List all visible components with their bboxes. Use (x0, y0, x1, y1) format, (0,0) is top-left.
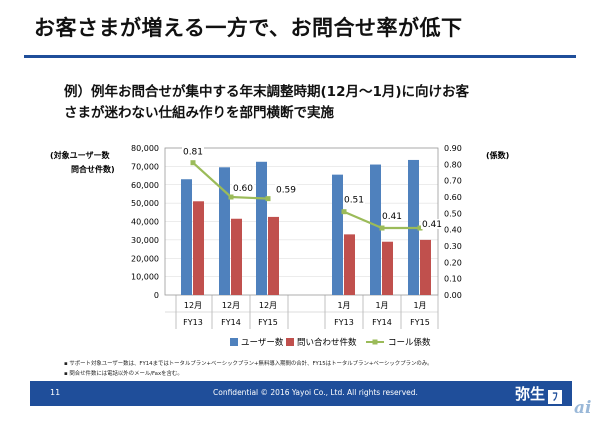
legend-swatch-inquiries (286, 338, 294, 346)
left-axis-tick-label: 40,000 (131, 218, 159, 227)
call-coefficient-marker (341, 209, 347, 215)
brand-name: 弥生 (514, 385, 545, 403)
category-fy-label: FY13 (183, 318, 203, 327)
title-underline (24, 55, 576, 58)
call-coefficient-marker (265, 196, 271, 202)
copyright-text: Confidential © 2016 Yayoi Co., Ltd. All … (213, 388, 418, 397)
data-label-bg (421, 219, 443, 230)
subtitle-line-2: さまが迷わない仕組み作りを部門横断で実施 (64, 105, 334, 121)
category-fy-label: FY14 (221, 318, 241, 327)
category-month-label: 12月 (259, 301, 277, 310)
subtitle-line-1: 例）例年お問合せが集中する年末調整時期(12月～1月)に向けお客 (64, 84, 470, 100)
brand-logo: 弥生ﾌ (515, 383, 562, 404)
watermark-logo: ai (574, 398, 592, 418)
right-axis-tick-label: 0.70 (444, 177, 462, 186)
footnote-2: 問合せ件数には電話以外のメール/Faxを含む。 (64, 369, 433, 379)
left-axis-tick-label: 30,000 (131, 236, 159, 245)
category-month-label: 12月 (222, 301, 240, 310)
data-label: 0.51 (344, 196, 364, 206)
footer-bar: 11 Confidential © 2016 Yayoi Co., Ltd. A… (30, 381, 572, 406)
right-axis-tick-label: 0.00 (444, 291, 462, 300)
legend-marker-coefficient (372, 339, 378, 345)
bar-inquiries (193, 201, 204, 295)
bar-users (256, 161, 267, 295)
legend-label: ユーザー数 (241, 337, 284, 348)
right-axis-tick-label: 0.80 (444, 160, 462, 169)
data-label: 0.60 (233, 184, 253, 194)
data-label-bg (232, 183, 254, 193)
left-axis-label-1: (対象ユーザー数 (50, 150, 110, 160)
category-month-label: 1月 (337, 301, 350, 310)
data-label-bg (381, 211, 403, 222)
left-axis-label-2: 問合せ件数) (71, 164, 115, 174)
category-month-label: 1月 (375, 301, 388, 310)
category-month-label: 12月 (184, 301, 202, 310)
data-label: 0.81 (183, 148, 203, 158)
data-label-bg (182, 146, 204, 157)
right-axis-tick-label: 0.90 (444, 144, 462, 153)
data-label-bg (343, 194, 365, 205)
left-axis-tick-label: 0 (154, 291, 159, 300)
data-label-bg (275, 184, 297, 195)
bar-users (332, 174, 343, 295)
left-axis-tick-label: 20,000 (131, 254, 159, 263)
call-coefficient-marker (379, 225, 385, 231)
bar-users (181, 179, 192, 295)
legend-swatch-users (230, 338, 238, 346)
right-axis-tick-label: 0.10 (444, 275, 462, 284)
left-axis-tick-label: 70,000 (131, 162, 159, 171)
bar-users (219, 167, 230, 295)
left-axis-tick-label: 50,000 (131, 199, 159, 208)
category-month-label: 1月 (413, 301, 426, 310)
brand-mark-icon: ﾌ (548, 390, 562, 404)
right-axis-tick-label: 0.30 (444, 242, 462, 251)
bar-inquiries (420, 239, 431, 295)
bar-inquiries (231, 218, 242, 295)
category-fy-label: FY15 (410, 318, 430, 327)
right-axis-tick-label: 0.50 (444, 209, 462, 218)
bar-inquiries (382, 241, 393, 295)
bar-inquiries (344, 234, 355, 295)
category-fy-label: FY13 (334, 318, 354, 327)
left-axis-tick-label: 60,000 (131, 181, 159, 190)
footnotes: サポート対象ユーザー数は、FY14まではトータルプラン+ベーシックプラン+無料導… (64, 359, 433, 379)
left-axis-tick-label: 80,000 (131, 144, 159, 153)
footnote-1: サポート対象ユーザー数は、FY14まではトータルプラン+ベーシックプラン+無料導… (64, 359, 432, 369)
call-coefficient-marker (228, 194, 234, 200)
data-label: 0.41 (422, 220, 442, 230)
category-fy-label: FY15 (258, 318, 278, 327)
right-axis-tick-label: 0.40 (444, 226, 462, 235)
data-label: 0.41 (382, 212, 402, 222)
legend-label: コール係数 (388, 337, 431, 348)
left-axis-tick-label: 10,000 (131, 273, 159, 282)
call-coefficient-marker (417, 225, 423, 231)
page-number: 11 (50, 388, 61, 397)
bar-inquiries (268, 216, 279, 295)
bar-users (370, 164, 381, 295)
call-coefficient-marker (190, 160, 196, 166)
data-label: 0.59 (276, 186, 296, 196)
right-axis-label: (係数) (486, 150, 509, 160)
right-axis-tick-label: 0.60 (444, 193, 462, 202)
right-axis-tick-label: 0.20 (444, 258, 462, 267)
combo-chart: 0.81 0.60 0.59 0.51 0.41 0.41 0 10,000 20,000 30… (50, 144, 509, 348)
legend-label: 問い合わせ件数 (297, 337, 357, 348)
category-fy-label: FY14 (372, 318, 392, 327)
slide-title: お客さまが増える一方で、お問合せ率が低下 (34, 16, 463, 40)
